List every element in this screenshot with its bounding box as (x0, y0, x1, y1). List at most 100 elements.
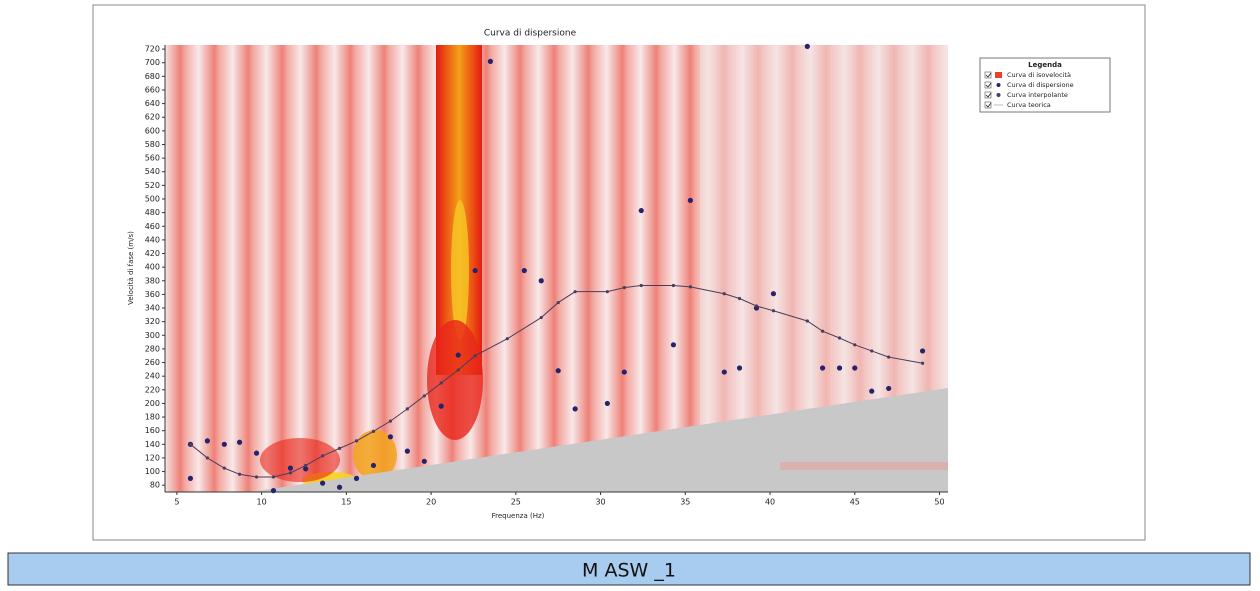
legend-checkbox (984, 101, 992, 109)
y-tick-label: 680 (145, 72, 160, 81)
y-tick-label: 80 (150, 481, 160, 490)
curve-vertex (337, 446, 342, 450)
dispersion-point (638, 207, 644, 214)
dispersion-point (303, 466, 309, 472)
curve-vertex (605, 290, 609, 294)
legend-label: Curva interpolante (1007, 91, 1068, 99)
curve-vertex (853, 343, 857, 347)
y-tick-label: 240 (145, 372, 160, 381)
x-tick-label: 20 (426, 498, 436, 507)
curve-vertex (837, 336, 842, 340)
dispersion-point (572, 406, 578, 412)
y-tick-label: 380 (145, 276, 160, 285)
curve-vertex (405, 407, 409, 411)
y-tick-label: 440 (145, 235, 160, 244)
dispersion-point (852, 365, 858, 371)
curve-vertex (237, 472, 242, 476)
dispersion-point (236, 439, 243, 445)
x-tick-label: 45 (850, 498, 860, 507)
y-tick-label: 620 (145, 113, 160, 122)
curve-vertex (754, 304, 759, 308)
heatmap (165, 45, 948, 492)
curve-vertex (371, 429, 376, 433)
dispersion-point (221, 441, 227, 447)
heatmap-band (780, 462, 948, 470)
dispersion-point (555, 368, 561, 374)
curve-vertex (556, 300, 560, 305)
dispersion-point (455, 352, 461, 358)
y-tick-label: 200 (145, 399, 160, 408)
x-tick-label: 5 (174, 498, 179, 507)
y-tick-label: 160 (145, 426, 160, 435)
legend-title: Legenda (1028, 61, 1062, 69)
heatmap-blob (427, 320, 483, 440)
legend-swatch (996, 83, 1001, 87)
dispersion-point (487, 58, 494, 64)
dispersion-point (370, 462, 377, 469)
y-tick-label: 320 (145, 317, 160, 326)
dispersion-point (270, 488, 277, 494)
dispersion-point (836, 365, 843, 371)
y-tick-label: 540 (145, 167, 160, 176)
dispersion-point (387, 434, 394, 440)
x-tick-label: 50 (934, 498, 944, 507)
curve-vertex (271, 475, 276, 479)
curve-vertex (288, 471, 293, 475)
legend-swatch (996, 93, 1001, 97)
y-tick-label: 280 (145, 344, 160, 353)
heatmap-blob (260, 438, 340, 482)
heatmap-grey-zone (250, 388, 948, 492)
curve-vertex (671, 283, 676, 288)
legend-check (985, 92, 992, 98)
curve-vertex (920, 361, 925, 365)
y-tick-label: 700 (145, 58, 160, 67)
y-tick-label: 340 (145, 304, 160, 313)
dispersion-point (621, 369, 627, 375)
curve-vertex (737, 296, 742, 301)
legend-label: Curva teorica (1007, 101, 1051, 109)
legend-check (985, 102, 992, 108)
dispersion-point (538, 278, 544, 284)
curve-vertex (639, 283, 643, 288)
dispersion-point (604, 400, 610, 407)
legend-check (985, 72, 992, 78)
curve-vertex (820, 329, 825, 333)
y-tick-label: 480 (145, 208, 160, 217)
curve-vertex (188, 442, 193, 446)
y-tick-label: 140 (145, 440, 160, 449)
dispersion-point (770, 291, 777, 297)
curve-vertex (304, 463, 308, 468)
x-tick-label: 30 (595, 498, 605, 507)
curve-vertex (439, 381, 443, 385)
dispersion-point (736, 365, 743, 371)
curve-vertex (222, 466, 226, 470)
dispersion-point (721, 369, 727, 375)
dispersion-point (687, 197, 693, 203)
curve-vertex (805, 319, 809, 323)
x-axis-label: Frequenza (Hz) (492, 512, 545, 520)
legend-checkbox (984, 91, 992, 99)
legend-check (985, 82, 992, 88)
dispersion-point (886, 385, 892, 392)
x-tick-label: 25 (511, 498, 521, 507)
curve-vertex (205, 456, 209, 460)
dispersion-point (187, 475, 194, 481)
legend-checkbox (984, 81, 992, 89)
curve-vertex (254, 475, 259, 479)
curve-vertex (388, 419, 393, 423)
y-tick-label: 520 (145, 181, 160, 190)
dispersion-point (421, 458, 427, 464)
y-tick-label: 460 (145, 222, 160, 231)
curve-vertex (456, 368, 460, 372)
dispersion-point (819, 365, 826, 371)
y-tick-label: 640 (145, 99, 160, 108)
legend-checkbox (984, 71, 992, 79)
dispersion-point (320, 480, 326, 486)
curve-vertex (573, 290, 577, 294)
y-tick-label: 660 (145, 85, 160, 94)
curve-vertex (321, 454, 325, 458)
curve-vertex (505, 337, 509, 341)
y-axis-label: Velocità di fase (m/s) (127, 231, 135, 305)
heatmap-blob (353, 430, 397, 480)
